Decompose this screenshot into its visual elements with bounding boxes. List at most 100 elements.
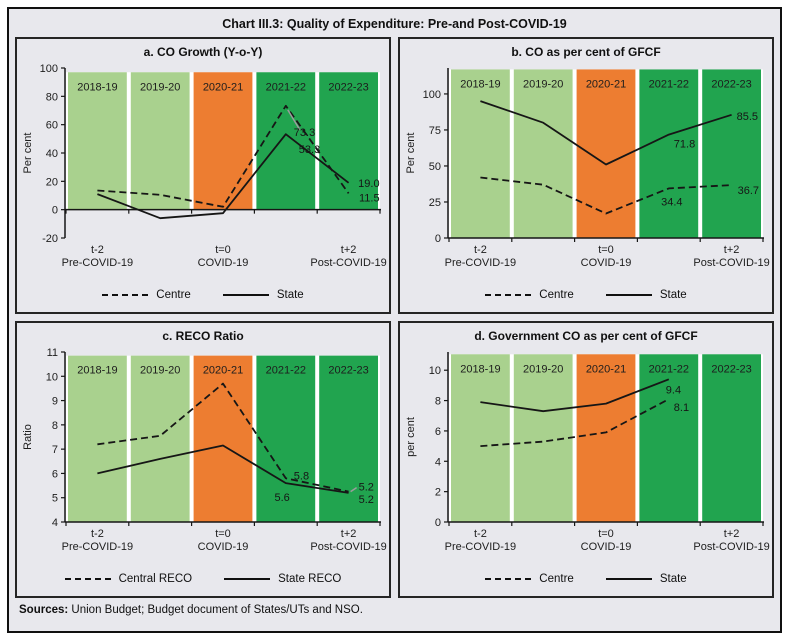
year-band-label: 2022-23	[328, 81, 368, 93]
data-label: 8.1	[674, 402, 689, 414]
y-tick-label: 9	[52, 396, 58, 408]
y-tick-label: 0	[435, 233, 441, 245]
year-band-2019-20	[513, 69, 573, 238]
data-label: 19.0	[358, 178, 379, 190]
x-tick-label: t=0	[215, 244, 231, 256]
year-band-label: 2020-21	[203, 365, 243, 377]
legend: Centre State	[19, 289, 387, 305]
label-leader-line	[287, 109, 301, 131]
y-axis-title: Ratio	[22, 424, 34, 450]
legend-label: State	[659, 289, 687, 301]
y-tick-label: 6	[52, 468, 58, 480]
legend: Centre State	[402, 289, 770, 305]
y-tick-label: 80	[46, 91, 58, 103]
y-tick-label: 4	[435, 456, 441, 468]
x-tick-sublabel: Post-COVID-19	[310, 541, 386, 553]
panel-co-growth: a. CO Growth (Y-o-Y) 2018-19 2019-20 2020-…	[15, 37, 391, 314]
year-band-label: 2019-20	[140, 365, 180, 377]
data-label: 5.8	[294, 470, 309, 482]
y-tick-label: 40	[46, 148, 58, 160]
data-label: 53.3	[299, 144, 320, 156]
y-tick-label: 20	[46, 176, 58, 188]
x-tick-sublabel: Pre-COVID-19	[445, 257, 517, 269]
x-tick-label: t-2	[91, 244, 104, 256]
year-band-label: 2020-21	[203, 81, 243, 93]
legend-item-state: State	[605, 573, 687, 585]
year-band-label: 2018-19	[460, 78, 500, 90]
y-axis-title: Per cent	[405, 133, 417, 174]
y-axis-title: per cent	[405, 417, 417, 457]
year-band-2021-22	[639, 69, 699, 238]
x-tick-label: t-2	[91, 528, 104, 540]
x-tick-sublabel: COVID-19	[581, 541, 632, 553]
x-tick-label: t+2	[724, 244, 740, 256]
year-band-2022-23	[702, 354, 761, 522]
y-tick-label: 60	[46, 120, 58, 132]
data-label: 36.7	[738, 185, 759, 197]
year-band-label: 2022-23	[711, 78, 751, 90]
x-tick-label: t=0	[215, 528, 231, 540]
year-band-label: 2018-19	[77, 81, 117, 93]
y-tick-label: 2	[435, 487, 441, 499]
series-line-centre	[97, 104, 350, 208]
year-band-label: 2020-21	[586, 78, 626, 90]
figure-frame: Chart III.3: Quality of Expenditure: Pre…	[7, 7, 782, 633]
dashed-line-swatch	[102, 294, 149, 296]
plot-co-pct-gfcf: 2018-19 2019-20 2020-21 2021-22 2022-23 0 25 50…	[405, 68, 770, 269]
year-band-label: 2022-23	[711, 363, 751, 375]
x-tick-label: t+2	[341, 244, 357, 256]
y-axis-title: Per cent	[22, 133, 34, 174]
y-tick-label: 75	[429, 125, 441, 137]
legend: Centre State	[402, 573, 770, 589]
data-label: 5.6	[275, 492, 290, 504]
y-tick-label: 8	[52, 420, 58, 432]
y-tick-label: 25	[429, 197, 441, 209]
year-band-2020-21	[193, 72, 253, 210]
legend-item-state-reco: State RECO	[224, 573, 341, 585]
dashed-line-swatch	[485, 294, 532, 296]
year-band-2018-19	[68, 72, 127, 210]
panel-title: c. RECO Ratio	[162, 329, 244, 343]
x-tick-sublabel: Post-COVID-19	[310, 257, 386, 269]
plot-reco-ratio: 2018-19 2019-20 2020-21 2021-22 2022-23 4 5 6 7 8…	[22, 347, 387, 553]
year-band-2019-20	[130, 355, 190, 522]
year-band-2020-21	[576, 69, 636, 238]
x-tick-sublabel: COVID-19	[198, 257, 249, 269]
x-tick-label: t-2	[474, 244, 487, 256]
x-tick-label: t=0	[598, 244, 614, 256]
x-tick-label: t-2	[474, 528, 487, 540]
y-tick-label: 0	[435, 517, 441, 529]
sources-text: Union Budget; Budget document of States/…	[71, 604, 363, 616]
dashed-line-swatch	[64, 578, 111, 580]
panel-title: b. CO as per cent of GFCF	[511, 45, 661, 59]
data-label: 73.3	[294, 127, 315, 139]
year-band-2019-20	[130, 72, 190, 210]
y-tick-label: 6	[435, 426, 441, 438]
x-tick-sublabel: Pre-COVID-19	[62, 541, 134, 553]
series-line-state	[480, 378, 670, 413]
panel-title: a. CO Growth (Y-o-Y)	[143, 45, 263, 59]
series-line-state-reco	[97, 444, 349, 494]
year-band-2022-23	[319, 355, 378, 522]
legend-item-state: State	[605, 289, 687, 301]
year-band-2018-19	[451, 69, 510, 238]
year-band-label: 2019-20	[523, 363, 563, 375]
label-leader-line	[350, 487, 358, 493]
plot-govt-co-pct-gfcf: 2018-19 2019-20 2020-21 2021-22 2022-23 0 2 4 6 8…	[405, 352, 770, 553]
series-line-centre	[480, 176, 732, 215]
year-band-label: 2021-22	[649, 78, 689, 90]
sources-label: Sources:	[19, 604, 69, 616]
x-tick-sublabel: Post-COVID-19	[693, 257, 769, 269]
y-tick-label: 8	[435, 396, 441, 408]
year-band-2018-19	[68, 355, 127, 522]
year-band-label: 2022-23	[328, 365, 368, 377]
year-band-2021-22	[256, 355, 316, 522]
series-line-state	[480, 100, 732, 166]
legend-label: Centre	[539, 289, 574, 301]
legend-label: State RECO	[278, 573, 342, 585]
panel-govt-co-pct-gfcf: d. Government CO as per cent of GFCF 201…	[398, 321, 774, 598]
year-band-2021-22	[256, 72, 316, 210]
data-label: 34.4	[661, 196, 682, 208]
x-tick-label: t+2	[341, 528, 357, 540]
dashed-line-swatch	[485, 578, 532, 580]
